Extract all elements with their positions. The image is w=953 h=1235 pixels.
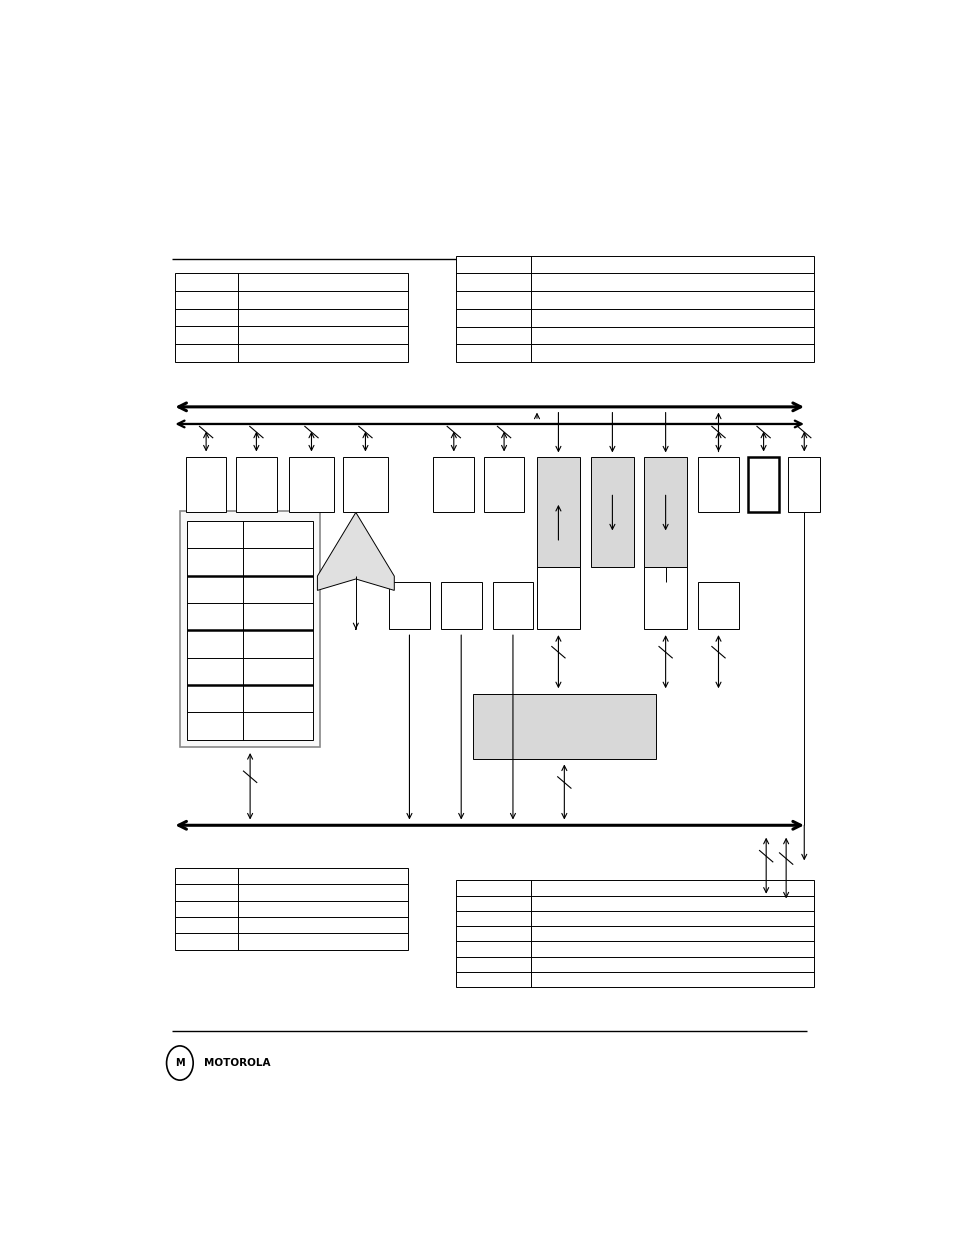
Bar bbox=[590, 457, 633, 567]
Bar bbox=[456, 881, 813, 987]
Bar bbox=[537, 457, 579, 567]
Bar bbox=[187, 521, 313, 740]
Bar bbox=[343, 457, 387, 513]
Bar bbox=[186, 457, 226, 513]
Bar bbox=[433, 457, 474, 513]
Bar bbox=[483, 457, 524, 513]
Text: M: M bbox=[175, 1058, 185, 1068]
Bar bbox=[174, 868, 407, 950]
Bar bbox=[492, 582, 533, 630]
Bar bbox=[440, 582, 481, 630]
Bar bbox=[235, 457, 276, 513]
Bar bbox=[747, 457, 779, 513]
Bar bbox=[643, 567, 686, 630]
Bar bbox=[787, 457, 820, 513]
Bar bbox=[472, 694, 656, 758]
Bar bbox=[389, 582, 429, 630]
Bar bbox=[174, 273, 407, 362]
Bar bbox=[643, 457, 686, 567]
Bar bbox=[456, 256, 813, 362]
Bar bbox=[180, 511, 320, 747]
Polygon shape bbox=[317, 513, 394, 590]
Text: MOTOROLA: MOTOROLA bbox=[203, 1058, 270, 1068]
Bar bbox=[537, 567, 579, 630]
Bar bbox=[289, 457, 334, 513]
Bar bbox=[698, 457, 738, 513]
Bar bbox=[698, 582, 738, 630]
